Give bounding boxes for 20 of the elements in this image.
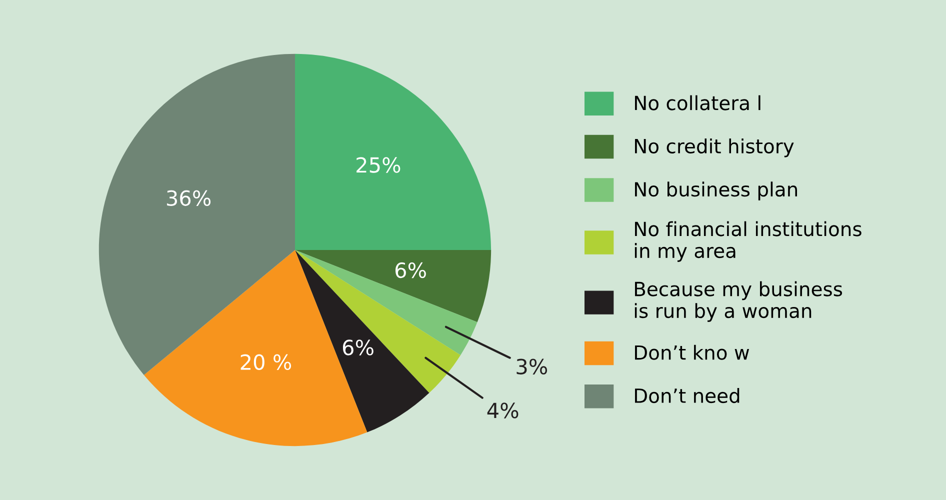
legend-label: No financial institutions in my area <box>634 221 862 262</box>
pie-slice <box>295 250 430 432</box>
legend-label: Don’t kno w <box>635 344 750 360</box>
data-label: 3% <box>516 358 548 374</box>
legend-label: No business plan <box>635 182 797 200</box>
legend-label: No credit history <box>635 138 794 158</box>
pie-slice <box>295 250 478 356</box>
data-label: 36% <box>166 190 211 206</box>
data-label: 20 % <box>240 354 292 370</box>
data-label: 25% <box>356 157 400 173</box>
legend-label: Because my business is run by a woman <box>634 281 842 322</box>
legend-label: No collatera l <box>635 95 760 110</box>
pie-slice <box>295 54 492 250</box>
data-label: 6% <box>342 340 374 356</box>
pie-slice <box>295 250 461 393</box>
pie-slice <box>98 54 295 375</box>
data-label: 4% <box>487 402 518 418</box>
legend-label: Don’t need <box>635 388 740 404</box>
data-label: 6% <box>395 262 426 278</box>
pie-slice <box>295 250 492 322</box>
